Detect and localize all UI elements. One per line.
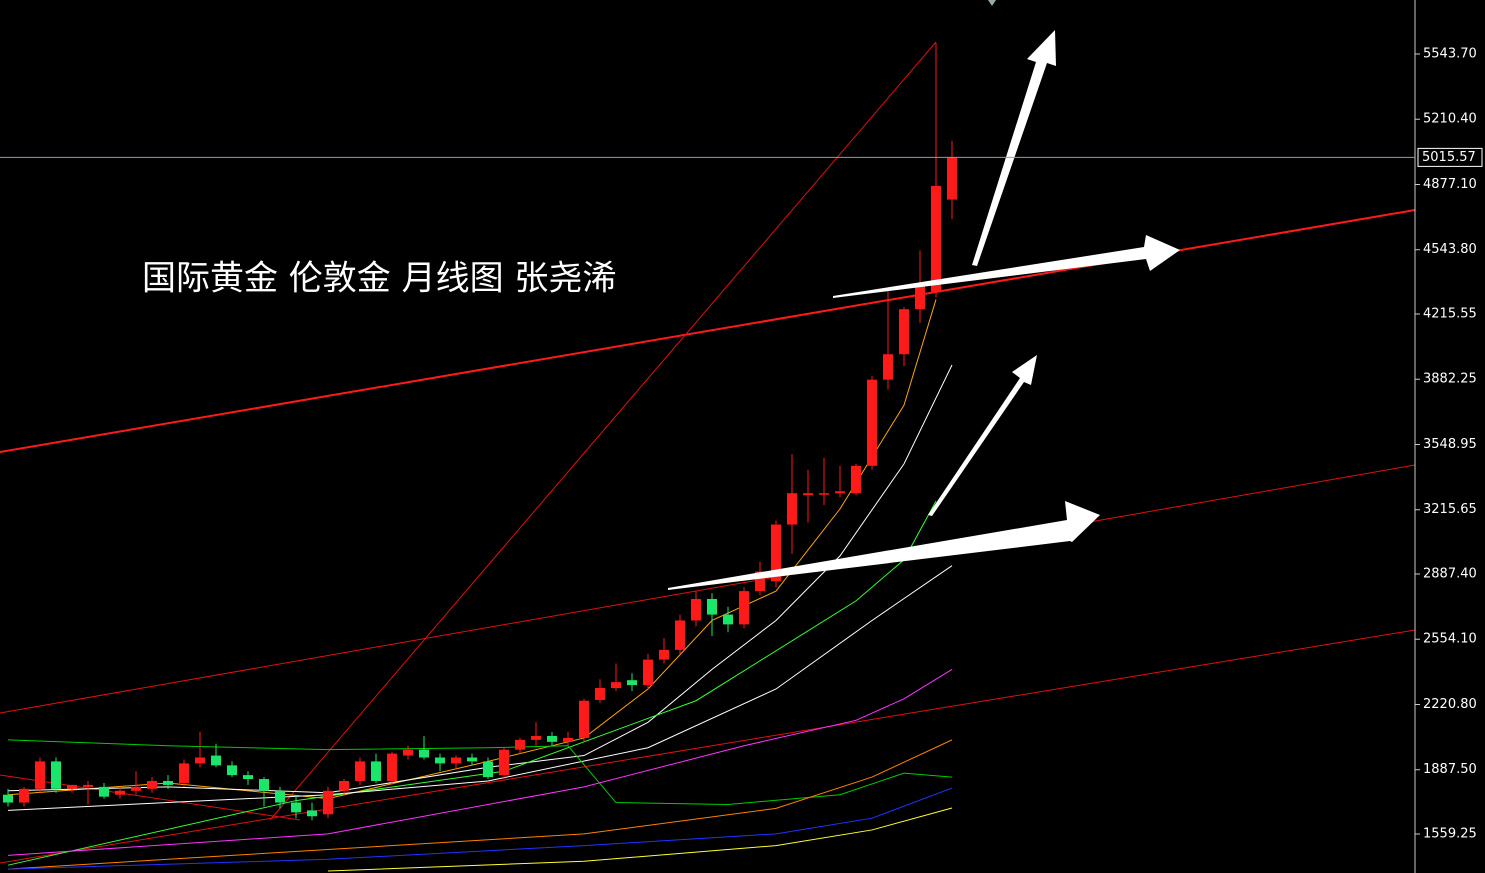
candle-body xyxy=(355,761,365,781)
moving-average xyxy=(7,787,953,870)
candle-body xyxy=(243,775,253,780)
candle-body xyxy=(35,761,45,789)
candle-body xyxy=(419,749,429,758)
candle-body xyxy=(707,598,717,615)
candle-body xyxy=(435,757,445,764)
candle-body xyxy=(467,757,477,762)
candle-body xyxy=(451,757,461,764)
candle-body xyxy=(83,784,93,787)
price-label: 5015.57 xyxy=(1422,150,1476,165)
candle-body xyxy=(371,761,381,781)
y-tick-label: 1887.50 xyxy=(1423,762,1477,777)
candle-body xyxy=(19,788,29,803)
candle-body xyxy=(659,649,669,660)
candle-body xyxy=(211,755,221,766)
candle-body xyxy=(67,784,77,789)
y-tick-label: 3548.95 xyxy=(1423,437,1477,452)
candle-body xyxy=(771,524,781,582)
moving-average xyxy=(7,739,953,805)
candle-body xyxy=(531,735,541,740)
moving-average xyxy=(327,807,953,872)
trend-line xyxy=(0,464,1416,714)
candle-body xyxy=(947,157,957,200)
candle-body xyxy=(291,802,301,813)
candle-body xyxy=(803,493,813,496)
y-tick-label: 3215.65 xyxy=(1423,502,1477,517)
plot xyxy=(3,42,957,872)
y-tick-label: 1559.25 xyxy=(1423,827,1477,842)
candle-body xyxy=(835,491,845,494)
candle-body xyxy=(99,786,109,797)
arrow xyxy=(928,355,1037,516)
candle-body xyxy=(131,786,141,791)
candle-body xyxy=(387,753,397,781)
y-tick-label: 2887.40 xyxy=(1423,567,1477,582)
moving-average xyxy=(7,668,953,856)
candle-body xyxy=(403,749,413,756)
moving-average xyxy=(7,565,953,811)
candle-body xyxy=(339,780,349,791)
candle-body xyxy=(147,780,157,789)
moving-average xyxy=(7,364,953,794)
candle-body xyxy=(323,790,333,815)
candle-body xyxy=(499,749,509,776)
candle-body xyxy=(51,761,61,789)
chart-title: 国际黄金 伦敦金 月线图 张尧浠 xyxy=(142,259,616,299)
candle-body xyxy=(307,810,317,817)
arrow xyxy=(833,235,1180,298)
candle-body xyxy=(579,700,589,738)
candle-body xyxy=(563,737,573,742)
trend-line xyxy=(0,629,1416,864)
candle-body xyxy=(259,779,269,791)
y-tick-label: 4215.55 xyxy=(1423,307,1477,322)
candle-body xyxy=(883,354,893,380)
trend-line xyxy=(0,774,301,821)
y-tick-label: 2554.10 xyxy=(1423,632,1477,647)
arrow xyxy=(972,30,1056,266)
candle-body xyxy=(931,185,941,292)
candle-body xyxy=(675,620,685,650)
candle-body xyxy=(595,688,605,700)
candle-body xyxy=(723,614,733,625)
candle-body xyxy=(755,571,765,592)
candle-body xyxy=(627,680,637,686)
y-tick-label: 2220.80 xyxy=(1423,697,1477,712)
moving-average xyxy=(7,739,953,870)
candle-body xyxy=(899,309,909,355)
candle-body xyxy=(483,761,493,778)
candle-body xyxy=(163,780,173,785)
candle-body xyxy=(195,757,205,764)
arrow xyxy=(668,501,1100,590)
candle-body xyxy=(3,794,13,803)
candle-body xyxy=(611,682,621,689)
candle-body xyxy=(915,285,925,310)
candle-body xyxy=(643,659,653,686)
trend-line xyxy=(269,41,937,821)
candle-body xyxy=(115,790,125,795)
candle-body xyxy=(547,735,557,742)
price-label-box xyxy=(1417,147,1483,167)
y-tick-label: 4877.10 xyxy=(1423,177,1477,192)
candle-body xyxy=(851,465,861,494)
y-tick-label: 4543.80 xyxy=(1423,242,1477,257)
candle-body xyxy=(179,763,189,783)
candle-body xyxy=(691,598,701,621)
marker xyxy=(988,0,996,6)
y-tick-label: 3882.25 xyxy=(1423,372,1477,387)
y-tick-label: 5210.40 xyxy=(1423,112,1477,127)
candle-body xyxy=(787,493,797,525)
y-tick-label: 5543.70 xyxy=(1423,47,1477,62)
candle-body xyxy=(739,591,749,625)
candle-body xyxy=(227,765,237,776)
candle-body xyxy=(867,379,877,466)
candle-body xyxy=(275,790,285,803)
candle-body xyxy=(515,739,525,750)
candle-body xyxy=(819,493,829,495)
